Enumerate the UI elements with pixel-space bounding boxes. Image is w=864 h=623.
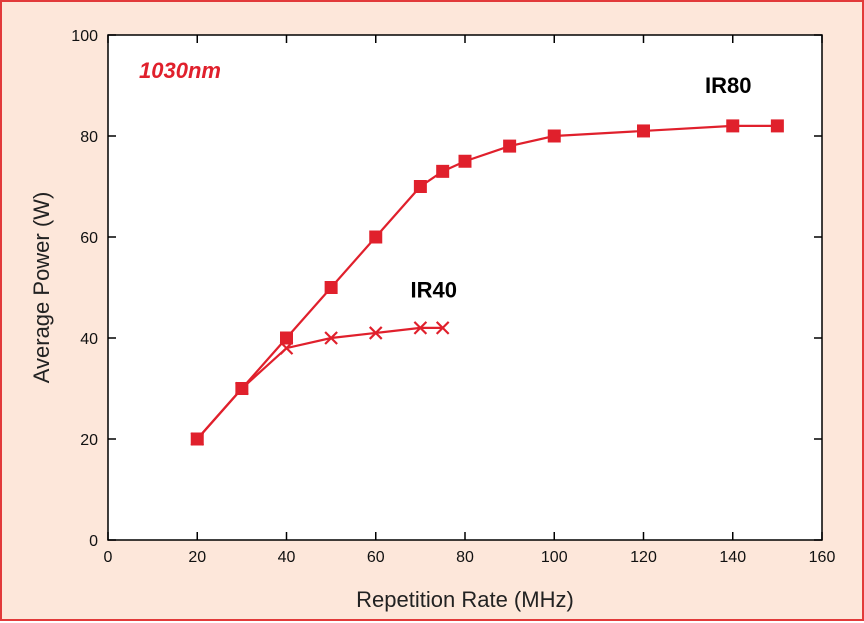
series-layer — [190, 119, 784, 446]
y-tick-label: 20 — [80, 432, 98, 449]
data-point — [413, 180, 427, 193]
series-label-ir40: IR40 — [411, 278, 457, 303]
series-label-ir80: IR80 — [705, 73, 751, 98]
data-point — [324, 281, 338, 294]
data-point — [547, 129, 561, 143]
y-tick-label: 80 — [80, 129, 98, 146]
x-tick-label: 140 — [719, 549, 746, 566]
y-tick-label: 60 — [80, 230, 98, 247]
data-point — [726, 119, 740, 133]
x-tick-label: 60 — [367, 549, 385, 566]
axis-ticks — [107, 34, 823, 541]
y-axis-title: Average Power (W) — [29, 192, 54, 384]
x-tick-label: 0 — [104, 549, 113, 566]
data-point — [368, 326, 383, 340]
data-point — [458, 154, 472, 168]
x-tick-label: 160 — [809, 549, 836, 566]
data-point — [637, 124, 650, 138]
data-point — [190, 432, 205, 446]
data-point — [435, 321, 450, 335]
data-point — [235, 381, 249, 396]
x-tick-label: 100 — [541, 549, 568, 566]
plot-area — [107, 34, 823, 541]
data-point — [280, 331, 293, 345]
data-point — [413, 321, 428, 335]
x-axis-title: Repetition Rate (MHz) — [356, 587, 574, 612]
wavelength-annotation: 1030nm — [139, 58, 221, 83]
tick-labels: 0 20 40 60 80 100 120 140 160 0 20 40 60 80 100 — [71, 28, 835, 566]
data-point — [770, 119, 784, 133]
data-point — [369, 230, 383, 244]
y-tick-label: 40 — [80, 331, 98, 348]
y-tick-label: 100 — [71, 28, 98, 45]
x-tick-label: 80 — [456, 549, 474, 566]
y-tick-label: 0 — [89, 533, 98, 550]
data-point — [503, 139, 517, 153]
data-point — [436, 164, 450, 178]
x-tick-label: 120 — [630, 549, 657, 566]
series-ir40 — [190, 321, 450, 446]
data-point — [324, 331, 338, 345]
data-point — [279, 341, 294, 355]
x-tick-label: 20 — [188, 549, 206, 566]
x-tick-label: 40 — [278, 549, 296, 566]
